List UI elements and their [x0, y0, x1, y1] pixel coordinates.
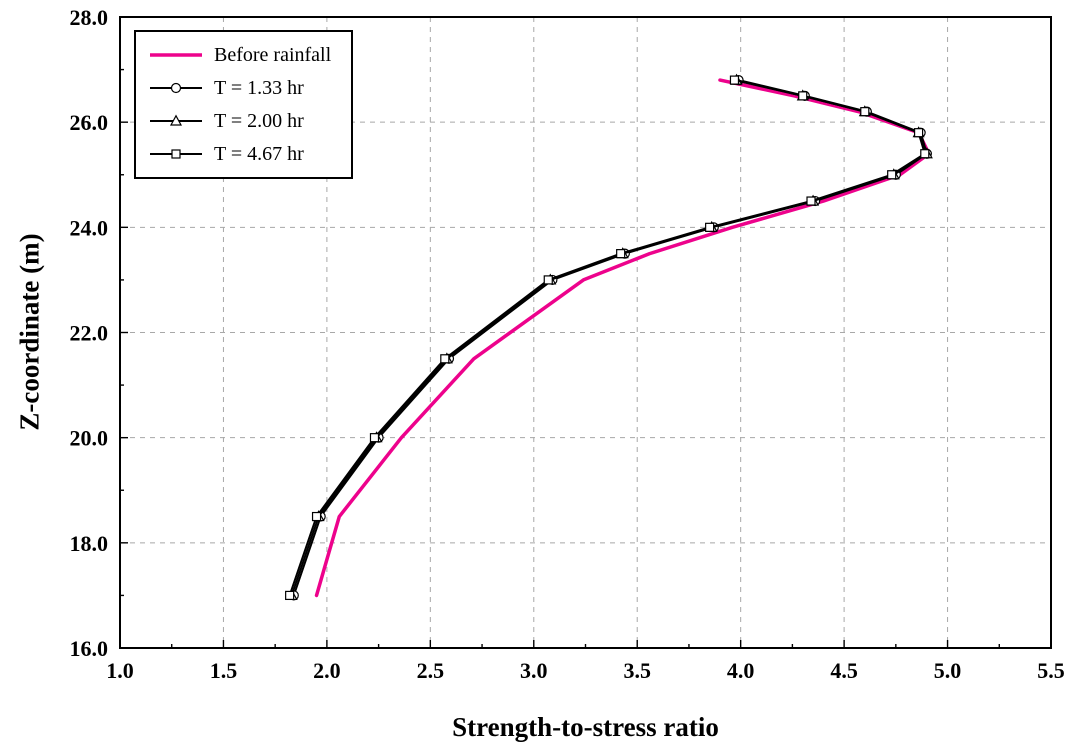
- square-marker: [285, 590, 295, 601]
- square-marker: [860, 107, 870, 117]
- legend-symbol-svg: [150, 53, 202, 57]
- square-marker: [798, 91, 808, 101]
- x-tick-label: 5.5: [1037, 658, 1065, 683]
- square-marker: [543, 275, 553, 285]
- square-marker: [806, 196, 816, 206]
- legend-label: T = 1.33 hr: [214, 76, 304, 99]
- square-marker: [920, 149, 930, 159]
- y-tick-label: 26.0: [70, 110, 109, 135]
- series-t-4-67-hr: [285, 75, 930, 601]
- tick-labels: 1.0 1.5 2.0 2.5 3.0 3.5 4.0 4.5 5.0 5.5 16.0 18.0 20…: [70, 5, 1065, 683]
- circle-marker: [170, 82, 182, 94]
- x-tick-label: 4.5: [830, 658, 858, 683]
- legend-line-before-rainfall: [148, 44, 204, 66]
- y-tick-label: 20.0: [70, 426, 109, 451]
- square-marker: [913, 128, 924, 138]
- square-marker: [887, 170, 897, 180]
- square-marker: [311, 511, 322, 522]
- square-marker: [705, 222, 715, 232]
- legend-item-t-2-00: T = 2.00 hr: [148, 106, 331, 136]
- series-line: [292, 79, 928, 597]
- legend-item-before-rainfall: Before rainfall: [148, 40, 331, 70]
- y-tick-label: 22.0: [70, 321, 109, 346]
- series-line: [290, 79, 928, 597]
- legend-circle-marker-line: [148, 77, 204, 99]
- legend-triangle-marker-line: [148, 110, 204, 132]
- legend-item-t-1-33: T = 1.33 hr: [148, 73, 331, 103]
- x-tick-label: 3.0: [520, 658, 548, 683]
- legend-label: T = 4.67 hr: [214, 142, 304, 165]
- legend: Before rainfall T = 1.33 hr T = 2.00 hr …: [134, 30, 354, 179]
- x-tick-label: 1.0: [106, 658, 134, 683]
- y-axis-title: Z-coordinate (m): [14, 233, 45, 431]
- legend-symbol-svg: [150, 82, 202, 94]
- legend-square-marker-line: [148, 143, 204, 165]
- square-marker: [616, 249, 626, 259]
- square-marker: [171, 149, 181, 159]
- square-marker: [369, 433, 380, 443]
- x-tick-label: 2.5: [417, 658, 445, 683]
- y-tick-label: 24.0: [70, 215, 109, 240]
- axis-ticks: [119, 16, 1052, 649]
- y-tick-label: 18.0: [70, 531, 109, 556]
- x-tick-label: 5.0: [934, 658, 962, 683]
- series-line: [314, 78, 931, 598]
- square-marker: [729, 75, 740, 85]
- y-tick-label: 28.0: [70, 5, 109, 30]
- series-before-rainfall: [314, 78, 931, 598]
- triangle-marker: [169, 114, 183, 126]
- series-t-1-33-hr: [288, 74, 932, 601]
- x-tick-label: 3.5: [623, 658, 651, 683]
- x-axis-title: Strength-to-stress ratio: [452, 712, 719, 742]
- series-line: [288, 79, 926, 597]
- legend-symbol-svg: [150, 149, 202, 159]
- series-t-2-00-hr: [285, 73, 933, 601]
- legend-symbol-svg: [150, 114, 202, 126]
- x-tick-label: 4.0: [727, 658, 755, 683]
- legend-item-t-4-67: T = 4.67 hr: [148, 139, 331, 169]
- x-tick-label: 1.5: [210, 658, 238, 683]
- square-marker: [440, 354, 450, 364]
- legend-label: T = 2.00 hr: [214, 109, 304, 132]
- x-tick-label: 2.0: [313, 658, 341, 683]
- y-tick-label: 16.0: [70, 636, 109, 661]
- legend-label: Before rainfall: [214, 43, 332, 66]
